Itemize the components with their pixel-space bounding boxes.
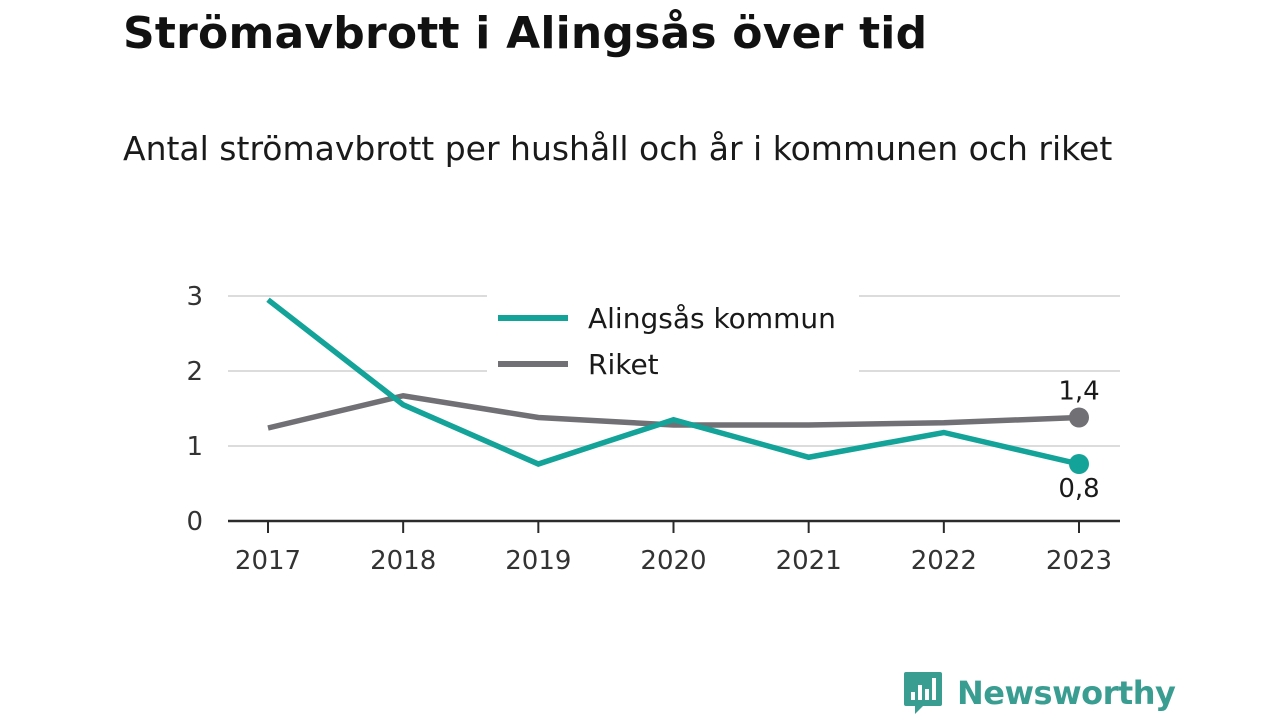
brand-logo: Newsworthy bbox=[903, 670, 1176, 716]
x-tick-label: 2019 bbox=[505, 546, 571, 576]
chart-title: Strömavbrott i Alingsås över tid bbox=[123, 8, 928, 59]
legend-label: Alingsås kommun bbox=[588, 302, 836, 335]
axes: 0 1 2 3 2017 2018 2019 2020 2021 2022 2023 bbox=[186, 282, 1120, 576]
bar-chart-speech-bubble-icon bbox=[904, 672, 942, 714]
legend: Alingsås kommun Riket bbox=[487, 294, 859, 381]
chart-subtitle: Antal strömavbrott per hushåll och år i … bbox=[123, 129, 1113, 168]
data-label: 1,4 bbox=[1058, 377, 1099, 407]
series-line bbox=[267, 392, 1080, 431]
y-tick-label: 3 bbox=[186, 282, 203, 312]
brand-name: Newsworthy bbox=[957, 674, 1176, 712]
legend-background bbox=[487, 294, 859, 374]
x-tick-label: 2020 bbox=[640, 546, 706, 576]
series-lines bbox=[266, 297, 1089, 474]
line-chart: 0 1 2 3 2017 2018 2019 2020 2021 2022 2023 Alingså… bbox=[186, 282, 1120, 576]
y-tick-label: 0 bbox=[186, 507, 203, 537]
y-tick-label: 2 bbox=[186, 357, 203, 387]
series-line bbox=[266, 297, 1080, 467]
x-tick-label: 2023 bbox=[1046, 546, 1112, 576]
x-tick-label: 2021 bbox=[776, 546, 842, 576]
series-end-marker bbox=[1069, 407, 1089, 428]
data-label: 0,8 bbox=[1058, 474, 1099, 504]
legend-label: Riket bbox=[588, 348, 659, 381]
x-tick-label: 2022 bbox=[911, 546, 977, 576]
x-tick-label: 2018 bbox=[370, 546, 436, 576]
data-labels: 1,4 0,8 bbox=[1058, 377, 1099, 505]
y-tick-label: 1 bbox=[186, 432, 203, 462]
series-end-marker bbox=[1069, 454, 1089, 474]
x-tick-label: 2017 bbox=[235, 546, 301, 576]
